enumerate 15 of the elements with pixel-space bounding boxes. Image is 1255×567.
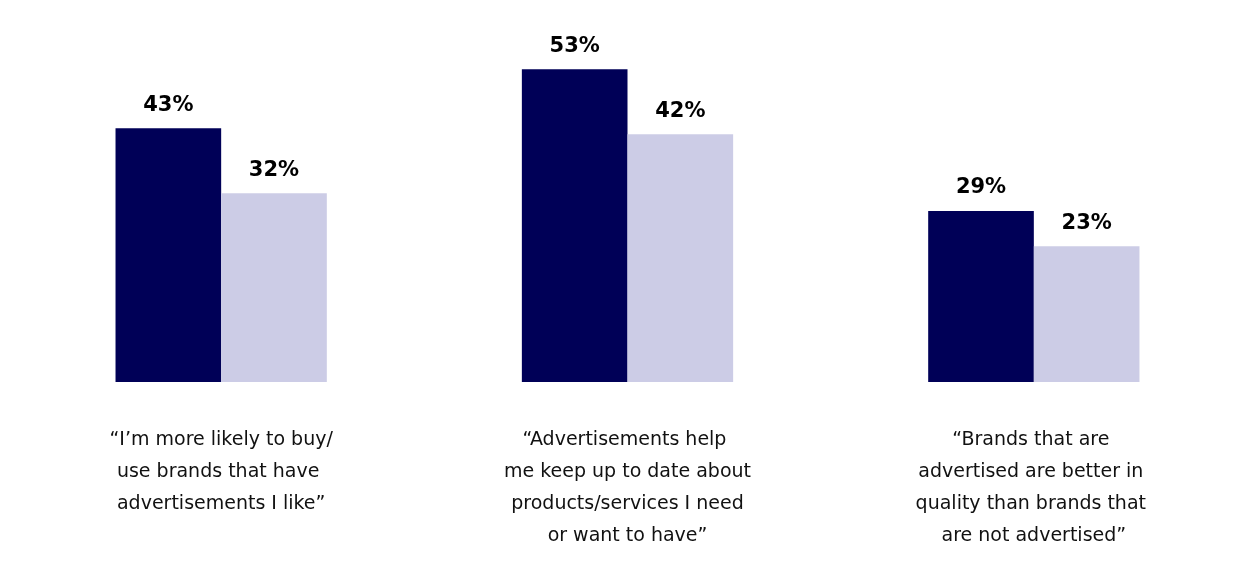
bar	[627, 134, 734, 382]
bar	[1033, 246, 1140, 382]
bar	[115, 128, 222, 382]
bar	[521, 69, 628, 382]
data-label: 32%	[248, 156, 300, 181]
x-tick-label: “I’m more likely to buy/use brands that have advertisements I like”	[109, 427, 334, 513]
data-label: 43%	[143, 91, 194, 116]
data-label: 23%	[1061, 209, 1112, 234]
data-label: 42%	[655, 97, 706, 122]
x-tick-label: “Advertisements help me keep up to date about products/services I need or want to have”	[504, 427, 751, 545]
bar	[928, 210, 1034, 382]
bar	[221, 193, 327, 382]
x-tick-label: “Brands that are advertised are better in quality than brands that are not advertised”	[915, 427, 1153, 545]
data-label: 29%	[955, 174, 1007, 199]
data-label: 53%	[549, 32, 600, 57]
